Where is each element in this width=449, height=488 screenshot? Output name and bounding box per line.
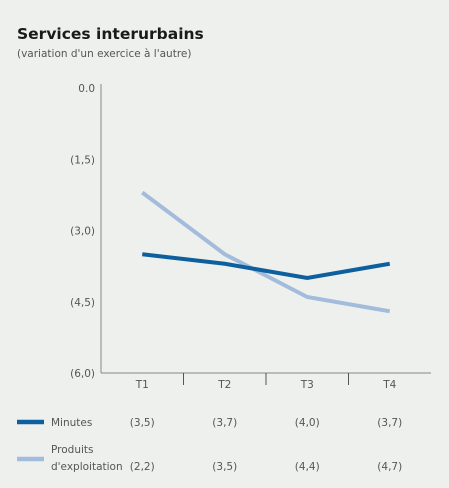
legend-label: Produits	[51, 444, 93, 456]
legend-table: Minutes (3,5) (3,7) (4,0) (3,7) Produits d'exp…	[17, 417, 402, 473]
x-category-labels: T1 T2 T3 T4	[135, 379, 397, 391]
x-tick-label: T4	[382, 379, 396, 391]
data-label: (4,0)	[295, 417, 320, 429]
series-lines	[141, 190, 391, 314]
x-tick-label: T3	[300, 379, 314, 391]
y-tick-label: (4,5)	[70, 297, 95, 309]
data-label: (3,5)	[212, 461, 237, 473]
data-label: (2,2)	[130, 461, 155, 473]
data-label: (3,5)	[130, 417, 155, 429]
chart-title: Services interurbains	[17, 25, 204, 43]
legend-label: Minutes	[51, 417, 92, 429]
y-tick-labels: 0.0 (1,5) (3,0) (4,5) (6,0)	[70, 83, 95, 380]
legend-label: d'exploitation	[51, 461, 123, 473]
x-tick-label: T2	[217, 379, 231, 391]
data-label: (4,7)	[377, 461, 402, 473]
data-label: (3,7)	[212, 417, 237, 429]
x-tick-label: T1	[135, 379, 149, 391]
series-line-1	[142, 252, 391, 281]
data-label: (4,4)	[295, 461, 320, 473]
chart-subtitle: (variation d'un exercice à l'autre)	[17, 48, 191, 60]
x-tick-marks	[183, 373, 349, 385]
series-line-2	[141, 190, 391, 314]
y-tick-label: (6,0)	[70, 368, 95, 380]
y-tick-label: (1,5)	[70, 154, 95, 166]
y-tick-label: (3,0)	[70, 226, 95, 238]
data-label: (3,7)	[377, 417, 402, 429]
y-tick-label: 0.0	[78, 83, 95, 95]
